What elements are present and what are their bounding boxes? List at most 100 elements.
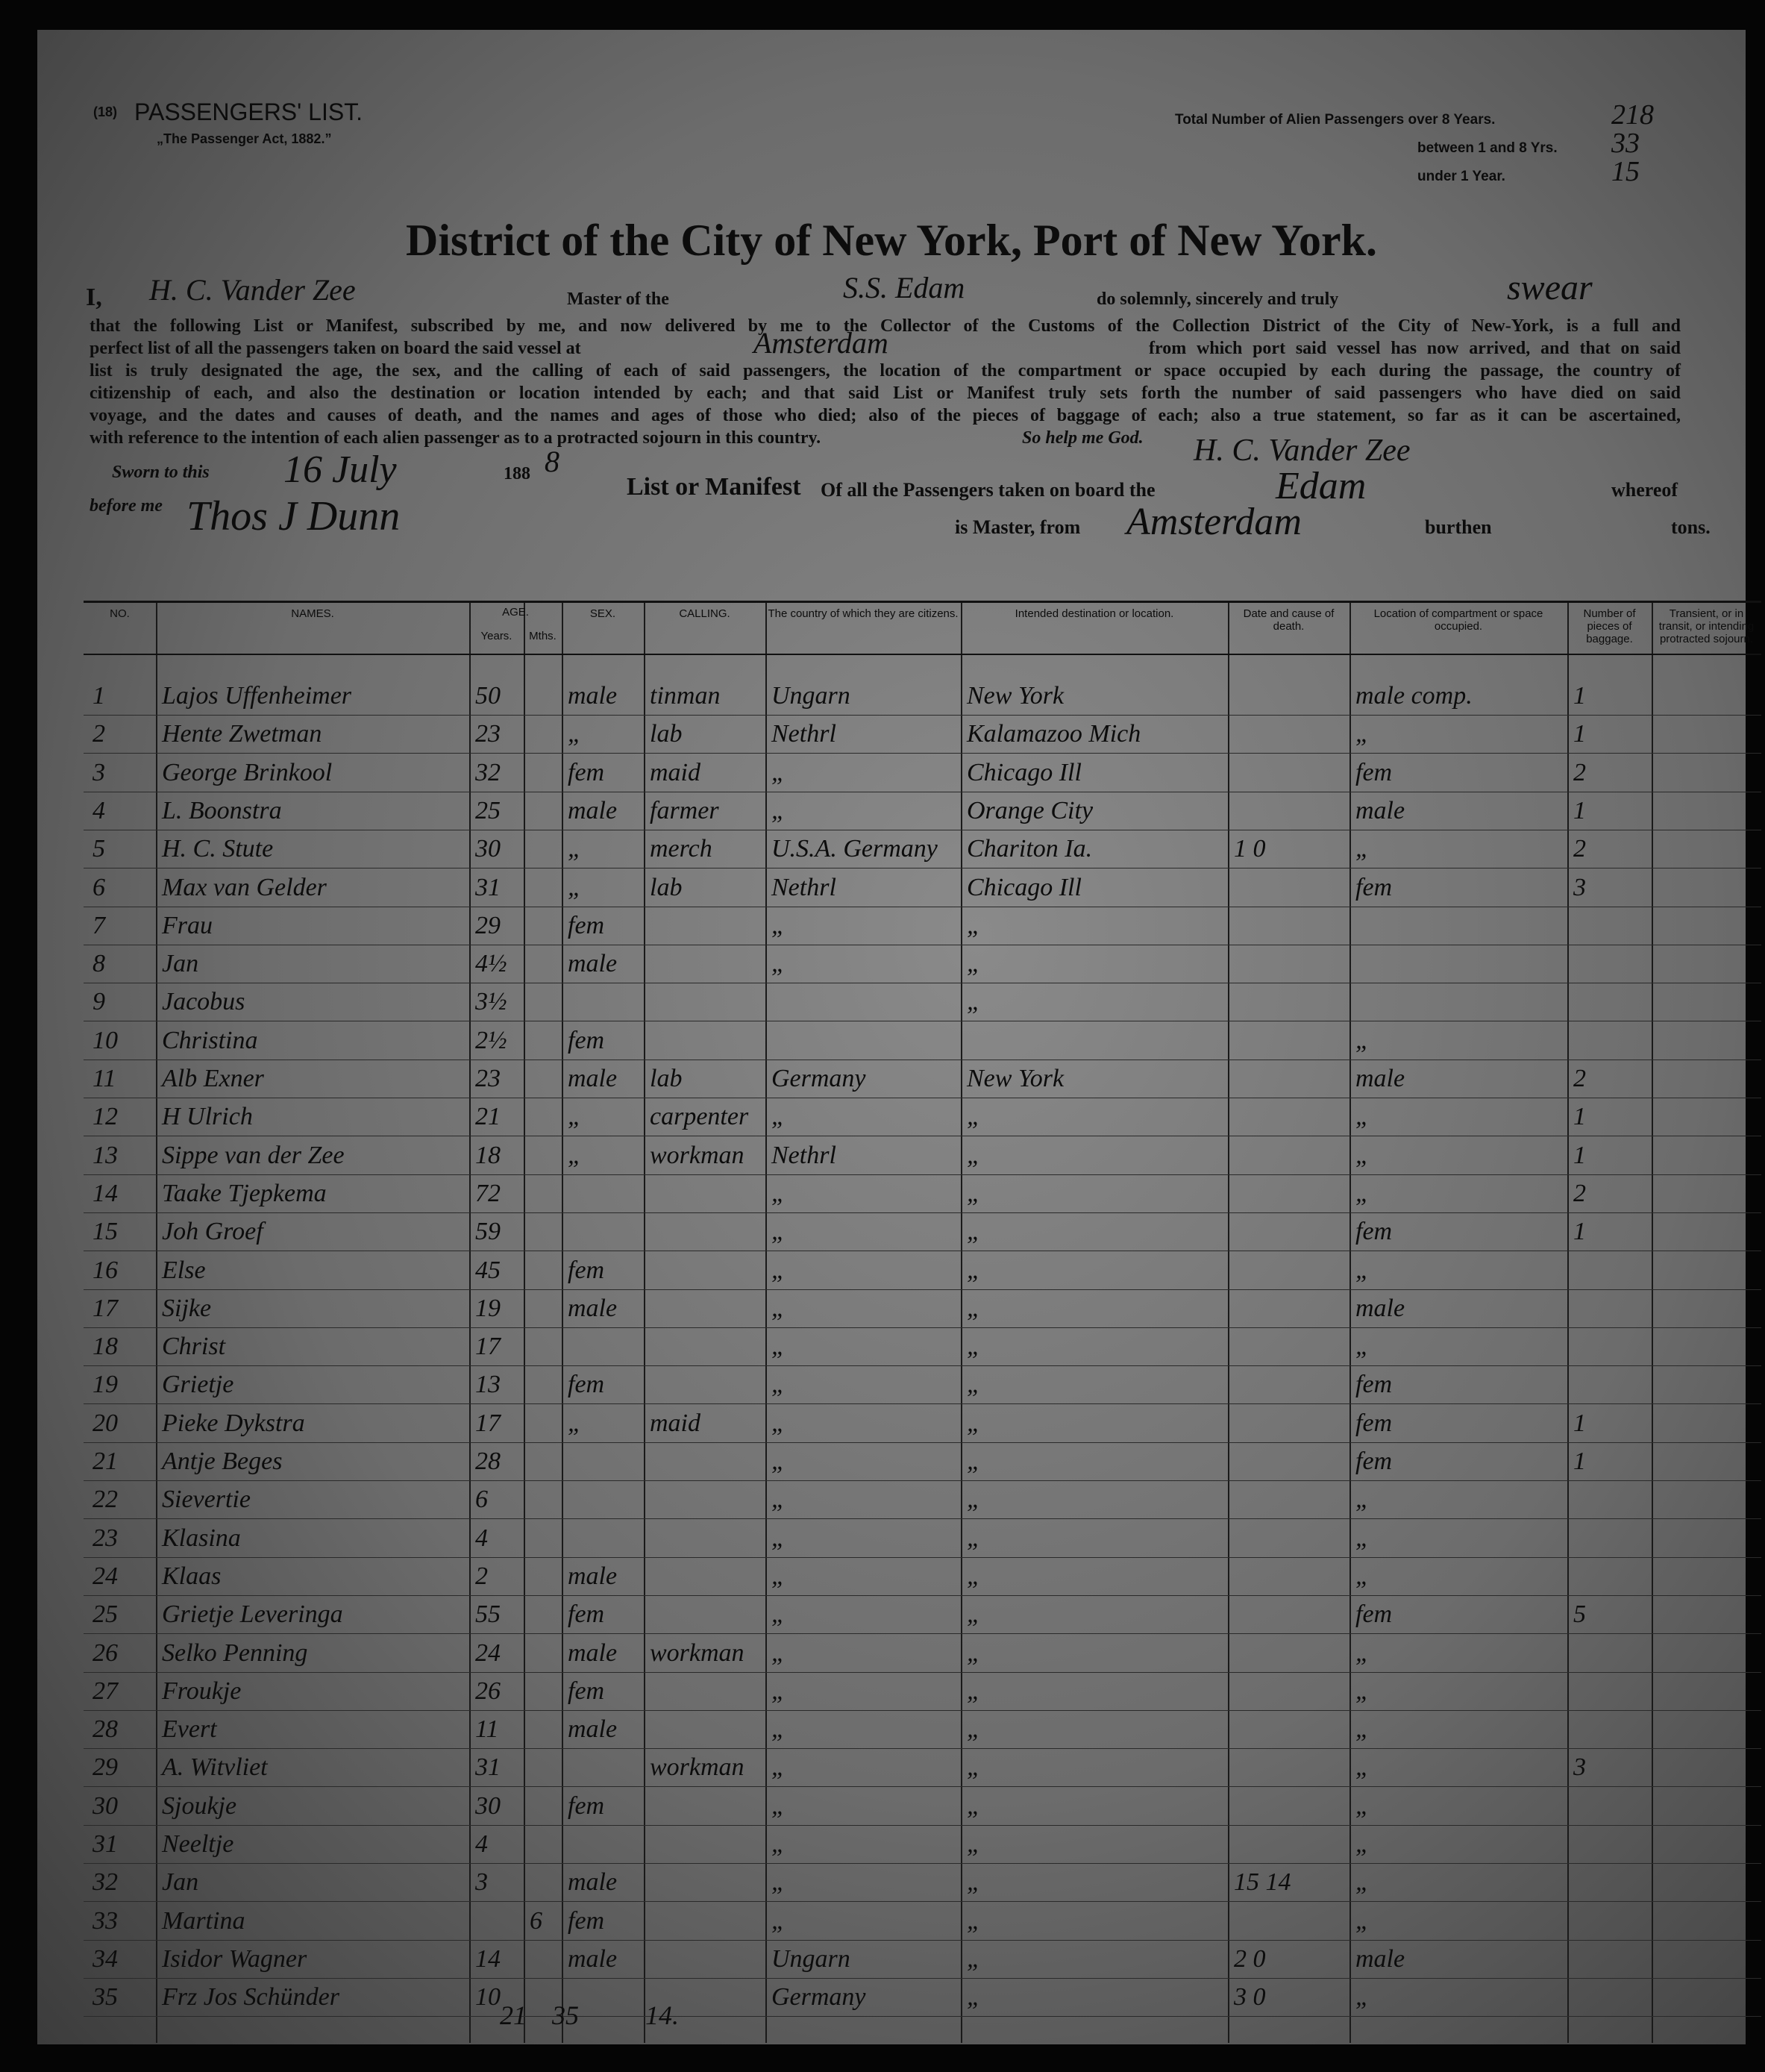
cell: Max van Gelder: [162, 873, 327, 901]
cell: maid: [650, 758, 700, 786]
cell: „: [568, 835, 582, 863]
oath-text: perfect list of all the passengers taken…: [90, 339, 581, 358]
row-rule: [84, 1824, 1761, 1826]
cell: 18: [475, 1141, 501, 1169]
cell: 29: [93, 1753, 118, 1782]
form-number: (18): [93, 104, 118, 119]
cell: „: [1355, 1715, 1370, 1744]
row-rule: [84, 1403, 1761, 1405]
cell: „: [771, 1256, 786, 1284]
cell: 1: [1573, 1103, 1586, 1131]
cell: Chicago Ill: [967, 758, 1082, 786]
cell: 19: [93, 1371, 118, 1399]
cell: Germany: [771, 1065, 866, 1092]
act: „The Passenger Act, 1882.”: [157, 131, 332, 146]
cell: „: [967, 1524, 981, 1552]
cell: New York: [967, 682, 1065, 710]
cell: „: [771, 1486, 786, 1514]
cell: „: [771, 1600, 786, 1629]
cell: „: [1355, 1830, 1370, 1858]
oath-swear: swear: [1507, 268, 1593, 307]
cell: „: [771, 911, 786, 939]
cell: Ungarn: [771, 682, 850, 710]
cell: 13: [475, 1371, 501, 1399]
column-rule: [644, 603, 645, 2043]
cell: „: [568, 1409, 582, 1437]
cell: „: [1355, 1677, 1370, 1705]
row-rule: [84, 1480, 1761, 1481]
cell: Neeltje: [162, 1830, 234, 1858]
cell: Grietje: [162, 1371, 234, 1399]
cell: L. Boonstra: [162, 796, 282, 824]
cell: „: [771, 1638, 786, 1667]
cell: Lajos Uffenheimer: [162, 682, 352, 710]
cell: 2: [1573, 1065, 1586, 1092]
cell: George Brinkool: [162, 758, 333, 786]
cell: fem: [568, 1026, 605, 1054]
cell: „: [967, 911, 981, 939]
oath-line: voyage, and the dates and causes of deat…: [90, 406, 1681, 425]
cell: H Ulrich: [162, 1103, 253, 1131]
cell: 1: [1573, 1409, 1586, 1437]
row-rule: [84, 1748, 1761, 1750]
cell: 45: [475, 1256, 501, 1284]
cell: carpenter: [650, 1103, 749, 1131]
row-rule: [84, 1939, 1761, 1941]
cell: Jan: [162, 950, 199, 978]
cell: 2: [475, 1562, 488, 1590]
manifest-from: Amsterdam: [1126, 501, 1302, 543]
cell: farmer: [650, 796, 719, 824]
cell: 17: [475, 1333, 501, 1361]
cell: „: [1355, 1524, 1370, 1552]
manifest-text: is Master, from: [955, 516, 1081, 538]
row-rule: [84, 1709, 1761, 1711]
cell: „: [771, 1218, 786, 1246]
cell: 14: [475, 1944, 501, 1973]
header-cell: SEX.: [589, 607, 616, 620]
cell: „: [967, 1944, 981, 1973]
cell: „: [771, 1333, 786, 1361]
cell: „: [967, 988, 981, 1016]
cell: 21: [93, 1447, 118, 1475]
cell: 33: [93, 1906, 118, 1935]
cell: 35: [93, 1983, 118, 2012]
total-value: 33: [1611, 128, 1640, 159]
header-cell: Mths.: [529, 630, 557, 642]
cell: „: [771, 1753, 786, 1782]
cell: 4: [475, 1830, 488, 1858]
cell: fem: [1355, 1600, 1393, 1629]
oath-text: Master of the: [567, 289, 669, 309]
cell: 32: [475, 758, 501, 786]
cell: 5: [93, 835, 105, 863]
cell: 9: [93, 988, 105, 1016]
header-cell: CALLING.: [679, 607, 730, 620]
total-label: Total Number of Alien Passengers over 8 …: [1175, 112, 1496, 128]
officer-signature: Thos J Dunn: [186, 493, 401, 539]
cell: „: [771, 1371, 786, 1399]
cell: male: [1355, 1065, 1405, 1092]
cell: „: [967, 1103, 981, 1131]
cell: male: [568, 1294, 618, 1322]
cell: Taake Tjepkema: [162, 1179, 327, 1207]
oath-line: citizenship of each, and also the destin…: [90, 384, 1681, 403]
cell: „: [568, 1141, 582, 1169]
cell: Sijke: [162, 1294, 212, 1322]
header-rule: [84, 654, 1761, 655]
cell: „: [771, 950, 786, 978]
cell: male: [1355, 1944, 1405, 1973]
cell: „: [967, 1753, 981, 1782]
cell: Nethrl: [771, 1141, 836, 1169]
cell: 31: [475, 873, 501, 901]
cell: New York: [967, 1065, 1065, 1092]
cell: Germany: [771, 1983, 866, 2012]
row-rule: [84, 1977, 1761, 1979]
cell: Froukje: [162, 1677, 242, 1705]
cell: „: [967, 1256, 981, 1284]
cell: 8: [93, 950, 105, 978]
oath-closing: So help me God.: [1022, 428, 1144, 448]
cell: male: [568, 1065, 618, 1092]
cell: 1: [1573, 720, 1586, 748]
cell: lab: [650, 720, 683, 748]
manifest-sheet: (18) PASSENGERS' LIST. „The Passenger Ac…: [37, 30, 1761, 2044]
cell: Joh Groef: [162, 1218, 263, 1246]
